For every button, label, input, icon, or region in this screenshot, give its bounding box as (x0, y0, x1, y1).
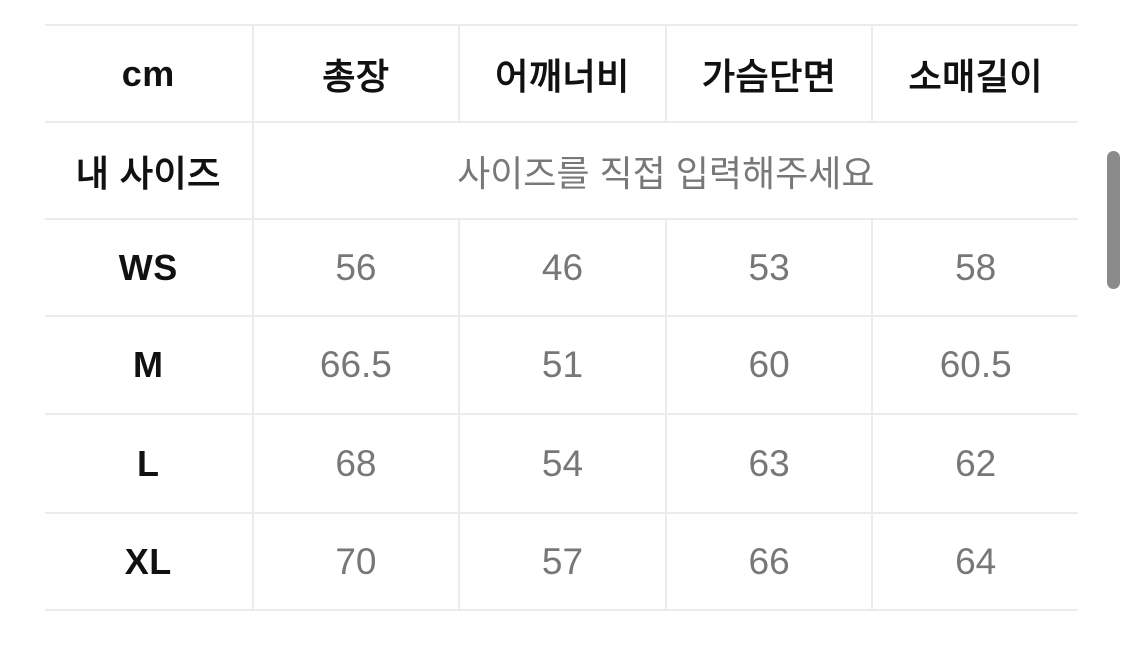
size-row-l: L 68 54 63 62 (45, 415, 1078, 514)
column-header-shoulder: 어깨너비 (458, 26, 665, 121)
size-label: L (137, 442, 160, 484)
column-header-chest: 가슴단면 (664, 26, 872, 121)
size-table: cm 총장 어깨너비 가슴단면 소매길이 내 사이즈 사이즈를 직접 입력해주세… (45, 24, 1078, 611)
size-value: 63 (664, 415, 872, 512)
size-row-m: M 66.5 51 60 60.5 (45, 317, 1078, 415)
size-row-ws: WS 56 46 53 58 (45, 220, 1078, 317)
size-value: 66.5 (251, 317, 459, 413)
size-label: M (133, 344, 164, 385)
size-value: 62 (871, 415, 1078, 512)
size-value: 56 (251, 220, 459, 315)
size-value: 51 (458, 317, 665, 413)
size-value: 68 (251, 415, 459, 512)
size-value: 64 (871, 514, 1078, 609)
vertical-scrollbar-thumb[interactable] (1107, 151, 1120, 289)
table-header-row: cm 총장 어깨너비 가슴단면 소매길이 (45, 26, 1078, 123)
column-header-sleeve: 소매길이 (871, 26, 1078, 121)
size-value: 54 (458, 415, 665, 512)
size-value: 70 (251, 514, 459, 609)
size-value: 58 (871, 220, 1078, 315)
column-header-length: 총장 (251, 26, 459, 121)
my-size-input[interactable]: 사이즈를 직접 입력해주세요 (251, 123, 1078, 218)
size-value: 66 (664, 514, 872, 609)
size-value: 57 (458, 514, 665, 609)
size-label: WS (118, 246, 178, 288)
size-value: 46 (458, 220, 665, 315)
column-header-unit: cm (121, 52, 175, 94)
size-value: 60 (664, 317, 872, 413)
size-row-xl: XL 70 57 66 64 (45, 514, 1078, 611)
my-size-row: 내 사이즈 사이즈를 직접 입력해주세요 (45, 123, 1078, 220)
size-value: 60.5 (871, 317, 1078, 413)
size-label: XL (124, 540, 172, 582)
my-size-label: 내 사이즈 (75, 152, 221, 194)
size-value: 53 (664, 220, 872, 315)
